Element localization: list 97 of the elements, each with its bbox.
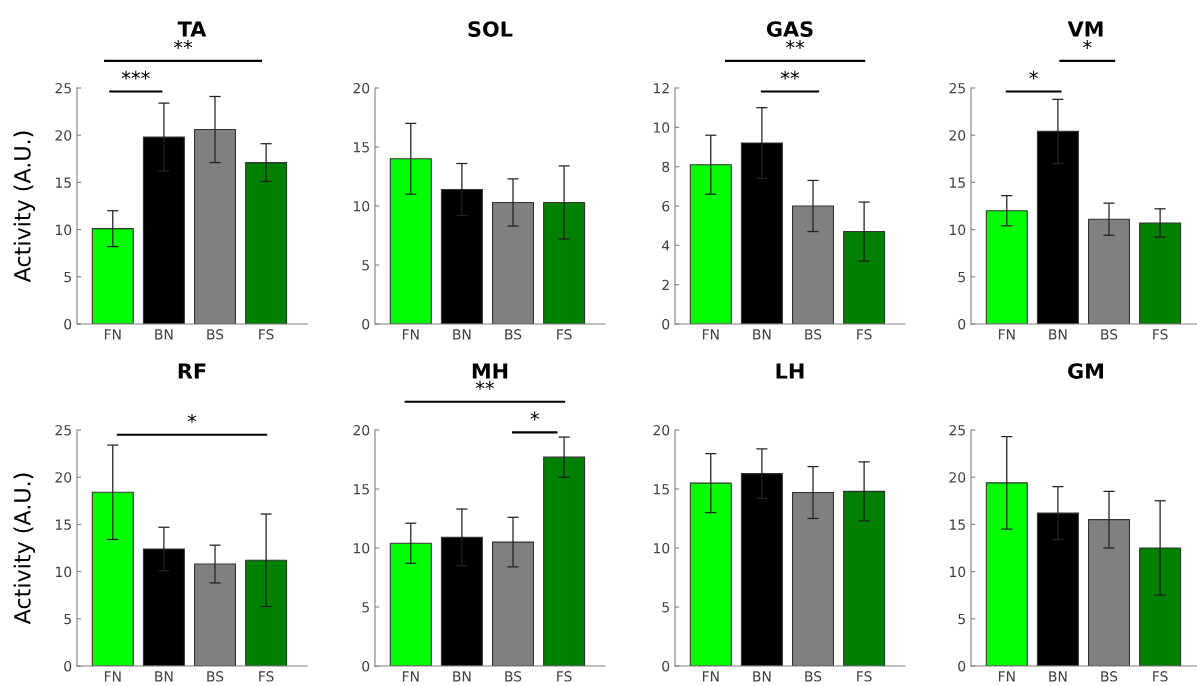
y-tick-label: 25 bbox=[949, 82, 965, 94]
x-tick-label: BN bbox=[753, 329, 771, 340]
y-tick-label: 0 bbox=[958, 660, 966, 672]
y-tick-label: 15 bbox=[353, 142, 369, 153]
y-tick-label: 10 bbox=[653, 542, 670, 554]
text: ** bbox=[780, 70, 800, 80]
y-tick-label: 25 bbox=[55, 424, 71, 436]
x-tick-label: BN bbox=[453, 329, 471, 340]
x-tick-label: FS bbox=[259, 671, 274, 682]
x-tick-label: BN bbox=[753, 671, 771, 682]
x-tick-label: BS bbox=[1101, 671, 1118, 682]
chart-title: GM bbox=[1068, 363, 1103, 379]
text: * bbox=[187, 413, 197, 423]
x-tick-label: BN bbox=[155, 329, 173, 340]
y-tick-label: 6 bbox=[662, 200, 670, 212]
y-tick-label: 25 bbox=[949, 424, 965, 436]
y-tick-label: 5 bbox=[64, 271, 71, 283]
y-tick-label: 10 bbox=[949, 224, 966, 236]
text: * bbox=[1083, 40, 1092, 49]
chart-title: VM bbox=[1067, 21, 1103, 37]
chart-title: SOL bbox=[468, 21, 513, 37]
y-tick-label: 0 bbox=[958, 318, 966, 330]
y-tick-label: 4 bbox=[661, 240, 670, 251]
x-tick-label: FN bbox=[998, 671, 1015, 682]
x-tick-label: BS bbox=[505, 671, 522, 682]
y-tick-label: 20 bbox=[353, 82, 370, 94]
y-tick-label: 12 bbox=[653, 82, 669, 94]
y-tick-label: 15 bbox=[353, 484, 369, 495]
y-tick-label: 0 bbox=[64, 660, 72, 672]
x-tick-label: FN bbox=[402, 329, 419, 340]
x-tick-label: FS bbox=[857, 329, 872, 340]
x-tick-label: FS bbox=[857, 671, 872, 682]
text: ** bbox=[785, 40, 805, 49]
x-tick-label: BN bbox=[453, 671, 471, 682]
x-tick-label: FN bbox=[402, 671, 419, 682]
y-tick-label: 2 bbox=[662, 279, 669, 290]
x-tick-label: FN bbox=[998, 329, 1015, 340]
x-tick-label: FN bbox=[702, 329, 719, 340]
y-tick-label: 10 bbox=[55, 224, 72, 236]
y-tick-label: 15 bbox=[55, 519, 71, 530]
x-tick-label: FS bbox=[557, 671, 572, 682]
y-tick-label: 0 bbox=[662, 660, 670, 672]
y-tick-label: 5 bbox=[958, 271, 965, 283]
y-tick-label: 10 bbox=[949, 566, 966, 578]
x-tick-label: BS bbox=[505, 329, 522, 340]
y-tick-label: 5 bbox=[958, 613, 965, 625]
text: * bbox=[1029, 70, 1038, 80]
x-tick-label: BS bbox=[207, 671, 224, 682]
chart-title: MH bbox=[472, 363, 508, 379]
y-tick-label: 5 bbox=[64, 613, 71, 625]
y-axis-title: Activity (A.U.) bbox=[13, 131, 36, 283]
y-tick-label: 0 bbox=[362, 318, 370, 330]
x-tick-label: FS bbox=[1153, 329, 1168, 340]
y-tick-label: 25 bbox=[55, 82, 71, 94]
y-tick-label: 15 bbox=[653, 484, 669, 495]
chart-title: GAS bbox=[766, 21, 813, 37]
x-tick-label: BS bbox=[1101, 329, 1118, 340]
y-tick-label: 0 bbox=[662, 318, 670, 330]
x-tick-label: FN bbox=[702, 671, 719, 682]
x-tick-label: BS bbox=[805, 329, 822, 340]
x-tick-label: FS bbox=[557, 329, 572, 340]
x-tick-label: FS bbox=[1153, 671, 1168, 682]
y-tick-label: 15 bbox=[949, 177, 965, 188]
y-tick-label: 10 bbox=[353, 200, 370, 212]
y-tick-label: 20 bbox=[653, 424, 670, 436]
y-tick-label: 20 bbox=[55, 130, 72, 141]
text: ** bbox=[173, 40, 193, 49]
x-tick-label: BS bbox=[207, 329, 224, 340]
chart-title: TA bbox=[177, 21, 207, 37]
y-axis-title: Activity (A.U.) bbox=[13, 473, 36, 625]
y-tick-label: 0 bbox=[362, 660, 370, 672]
text: *** bbox=[121, 70, 150, 80]
y-tick-label: 0 bbox=[64, 318, 72, 330]
x-tick-label: BS bbox=[805, 671, 822, 682]
text: ** bbox=[475, 380, 495, 390]
x-tick-label: BN bbox=[155, 671, 173, 682]
x-tick-label: BN bbox=[1049, 329, 1067, 340]
x-tick-label: FS bbox=[259, 329, 274, 340]
y-tick-label: 15 bbox=[55, 177, 71, 188]
chart-title: RF bbox=[178, 363, 206, 379]
y-tick-label: 20 bbox=[55, 472, 72, 483]
x-tick-label: BN bbox=[1049, 671, 1067, 682]
y-tick-label: 8 bbox=[662, 161, 670, 173]
y-tick-label: 20 bbox=[949, 472, 966, 483]
y-tick-label: 15 bbox=[949, 519, 965, 530]
y-tick-label: 10 bbox=[55, 566, 72, 578]
y-tick-label: 5 bbox=[662, 602, 669, 613]
text: * bbox=[530, 411, 539, 421]
y-tick-label: 20 bbox=[949, 130, 966, 141]
x-tick-label: FN bbox=[104, 329, 121, 340]
y-tick-label: 5 bbox=[362, 260, 369, 271]
chart-title: LH bbox=[776, 363, 804, 379]
x-tick-label: FN bbox=[104, 671, 121, 682]
y-tick-label: 10 bbox=[653, 122, 670, 133]
y-tick-label: 10 bbox=[353, 542, 370, 554]
y-tick-label: 5 bbox=[362, 602, 369, 613]
y-tick-label: 20 bbox=[353, 424, 370, 436]
